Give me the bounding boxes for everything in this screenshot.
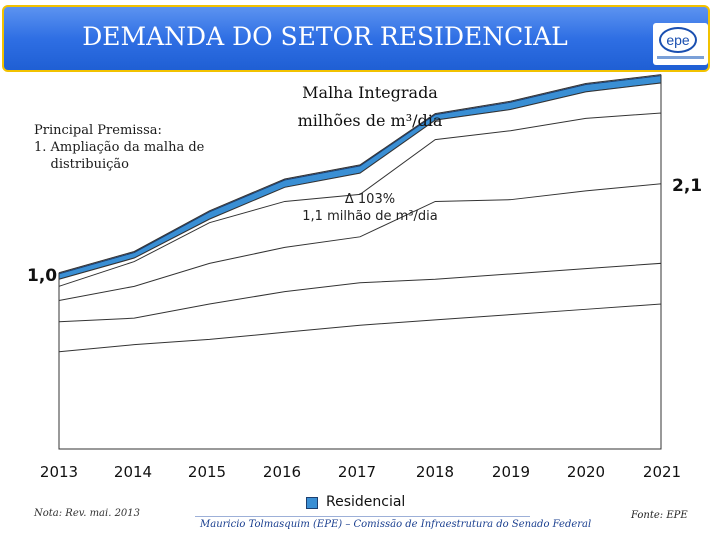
x-tick-2018: 2018 [415,463,455,481]
growth-percent: Δ 103% [344,192,396,207]
page-title: DEMANDA DO SETOR RESIDENCIAL [82,22,568,51]
x-tick-2016: 2016 [262,463,302,481]
title-bar: DEMANDA DO SETOR RESIDENCIAL epe [0,0,720,80]
revision-note: Nota: Rev. mai. 2013 [34,508,141,519]
x-tick-2021: 2021 [642,463,682,481]
series-line-residencial-top [58,74,662,274]
x-tick-2020: 2020 [566,463,606,481]
x-tick-2017: 2017 [337,463,377,481]
growth-volume: 1,1 milhão de m³/dia [302,209,438,224]
chart-title-line2: milhões de m³/dia [297,111,443,130]
start-value-label: 1,0 [27,266,58,286]
logo-tagline-bar [657,56,704,59]
presenter-credit: Mauricio Tolmasquim (EPE) – Comissão de … [200,519,592,530]
end-value-label: 2,1 [672,176,703,196]
legend-label-residencial: Residencial [326,494,406,510]
title-banner [2,5,710,72]
x-tick-2019: 2019 [491,463,531,481]
epe-logo-mark: epe [659,27,697,53]
chart-title-line1: Malha Integrada [302,83,438,102]
x-tick-2014: 2014 [113,463,153,481]
legend-swatch-residencial [306,497,318,509]
epe-logo: epe [653,23,708,65]
footer-divider [195,516,530,517]
x-tick-2013: 2013 [39,463,79,481]
premise-text: Principal Premissa: 1. Ampliação da malh… [34,123,205,172]
x-tick-2015: 2015 [187,463,227,481]
source-note: Fonte: EPE [631,510,688,521]
